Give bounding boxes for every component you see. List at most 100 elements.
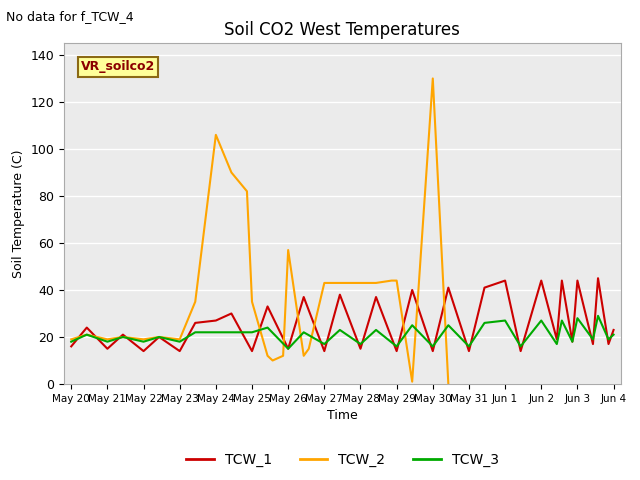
- TCW_3: [248, 329, 256, 335]
- TCW_1: [553, 336, 561, 342]
- TCW_3: [429, 344, 436, 349]
- TCW_1: [248, 348, 256, 354]
- TCW_3: [589, 336, 597, 342]
- TCW_1: [408, 287, 416, 293]
- TCW_2: [445, 381, 452, 387]
- TCW_1: [83, 324, 91, 330]
- TCW_3: [83, 332, 91, 337]
- TCW_2: [191, 299, 199, 305]
- TCW_2: [83, 332, 91, 337]
- TCW_3: [67, 339, 75, 345]
- TCW_1: [67, 344, 75, 349]
- Text: VR_soilco2: VR_soilco2: [81, 60, 155, 73]
- TCW_2: [140, 336, 147, 342]
- TCW_2: [300, 353, 308, 359]
- TCW_1: [140, 348, 147, 354]
- TCW_2: [104, 336, 111, 342]
- TCW_3: [212, 329, 220, 335]
- TCW_1: [445, 285, 452, 290]
- TCW_3: [321, 341, 328, 347]
- TCW_2: [228, 169, 236, 175]
- TCW_1: [573, 278, 581, 284]
- TCW_2: [393, 278, 401, 284]
- TCW_3: [558, 318, 566, 324]
- TCW_3: [445, 323, 452, 328]
- X-axis label: Time: Time: [327, 409, 358, 422]
- TCW_3: [356, 341, 364, 347]
- TCW_1: [501, 278, 509, 284]
- TCW_1: [589, 341, 597, 347]
- TCW_1: [481, 285, 488, 290]
- TCW_1: [228, 311, 236, 316]
- TCW_3: [300, 329, 308, 335]
- Title: Soil CO2 West Temperatures: Soil CO2 West Temperatures: [225, 21, 460, 39]
- TCW_1: [594, 276, 602, 281]
- Line: TCW_1: TCW_1: [71, 278, 614, 351]
- TCW_2: [305, 346, 312, 352]
- TCW_3: [336, 327, 344, 333]
- TCW_1: [372, 294, 380, 300]
- TCW_2: [243, 188, 251, 194]
- TCW_3: [176, 339, 184, 345]
- TCW_1: [429, 348, 436, 354]
- TCW_3: [568, 339, 576, 345]
- Legend: TCW_1, TCW_2, TCW_3: TCW_1, TCW_2, TCW_3: [180, 447, 504, 472]
- TCW_1: [264, 303, 271, 309]
- TCW_3: [465, 344, 473, 349]
- TCW_2: [67, 336, 75, 342]
- TCW_3: [284, 346, 292, 352]
- TCW_1: [300, 294, 308, 300]
- TCW_1: [356, 346, 364, 352]
- TCW_1: [104, 346, 111, 352]
- Line: TCW_3: TCW_3: [71, 316, 614, 349]
- TCW_3: [573, 315, 581, 321]
- TCW_3: [191, 329, 199, 335]
- TCW_3: [408, 323, 416, 328]
- TCW_2: [388, 278, 396, 284]
- Line: TCW_2: TCW_2: [71, 78, 449, 384]
- TCW_3: [481, 320, 488, 326]
- TCW_2: [356, 280, 364, 286]
- TCW_1: [538, 278, 545, 284]
- TCW_2: [372, 280, 380, 286]
- TCW_2: [351, 280, 359, 286]
- TCW_3: [104, 339, 111, 345]
- TCW_3: [156, 334, 163, 340]
- TCW_3: [228, 329, 236, 335]
- TCW_3: [140, 339, 147, 345]
- TCW_2: [212, 132, 220, 138]
- TCW_3: [393, 344, 401, 349]
- Text: No data for f_TCW_4: No data for f_TCW_4: [6, 10, 134, 23]
- TCW_1: [176, 348, 184, 354]
- TCW_3: [501, 318, 509, 324]
- TCW_1: [517, 348, 525, 354]
- TCW_2: [284, 247, 292, 253]
- TCW_1: [610, 327, 618, 333]
- TCW_1: [568, 339, 576, 345]
- TCW_2: [336, 280, 344, 286]
- TCW_3: [538, 318, 545, 324]
- TCW_3: [610, 332, 618, 337]
- TCW_1: [191, 320, 199, 326]
- TCW_3: [594, 313, 602, 319]
- TCW_2: [321, 280, 328, 286]
- TCW_2: [119, 334, 127, 340]
- TCW_3: [119, 334, 127, 340]
- TCW_2: [248, 299, 256, 305]
- TCW_1: [321, 348, 328, 354]
- TCW_1: [605, 341, 612, 347]
- TCW_2: [429, 75, 436, 81]
- TCW_3: [605, 336, 612, 342]
- TCW_3: [372, 327, 380, 333]
- TCW_2: [156, 334, 163, 340]
- TCW_2: [408, 379, 416, 384]
- TCW_3: [264, 324, 271, 330]
- TCW_3: [553, 341, 561, 347]
- TCW_2: [269, 358, 276, 363]
- TCW_1: [558, 278, 566, 284]
- TCW_1: [156, 334, 163, 340]
- TCW_2: [176, 336, 184, 342]
- TCW_1: [393, 348, 401, 354]
- TCW_1: [465, 348, 473, 354]
- TCW_1: [212, 318, 220, 324]
